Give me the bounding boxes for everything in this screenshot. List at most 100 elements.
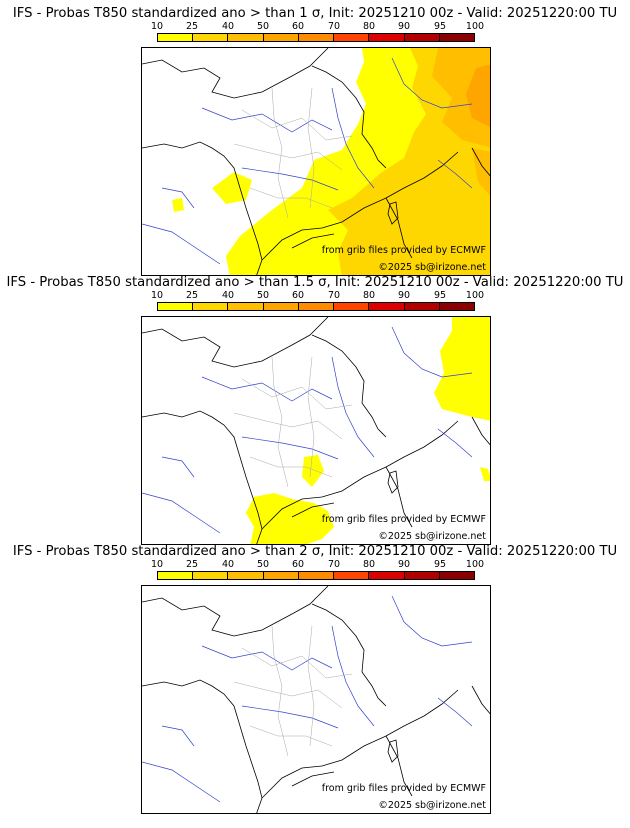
coastline (261, 689, 459, 799)
country-border (311, 65, 387, 169)
map-graphic (142, 586, 490, 813)
legend-label: 95 (433, 290, 447, 301)
legend-labels: 10 25 40 50 60 70 80 90 95 100 (0, 560, 630, 570)
legend-label: 80 (362, 559, 376, 570)
legend-color-segment (263, 303, 299, 310)
coastline (142, 586, 329, 637)
legend-color-segment (334, 572, 370, 579)
legend-color-segment (404, 572, 440, 579)
river (201, 376, 333, 402)
legend-label: 90 (397, 559, 411, 570)
legend-color-segment (158, 303, 194, 310)
legend-label: 80 (362, 21, 376, 32)
probability-map: from grib files provided by ECMWF ©2025 … (141, 47, 491, 276)
legend-label: 25 (185, 290, 199, 301)
region-boundary (233, 412, 343, 440)
coastline (471, 685, 490, 715)
region-boundary (241, 109, 353, 141)
legend-colorbar (157, 33, 475, 42)
coastline (142, 317, 329, 368)
region-boundary (271, 356, 289, 488)
legend-labels: 10 25 40 50 60 70 80 90 95 100 (0, 291, 630, 301)
river (201, 645, 333, 671)
region-boundary (307, 87, 315, 209)
coastline (142, 48, 329, 99)
probability-field-10 (212, 172, 252, 204)
region-boundary (241, 378, 353, 410)
credit-copyright: ©2025 sb@irizone.net (378, 531, 486, 542)
river (161, 725, 195, 747)
credit-source: from grib files provided by ECMWF (321, 245, 486, 256)
legend-color-segment (369, 303, 405, 310)
legend-label: 50 (256, 559, 270, 570)
country-border (291, 771, 335, 787)
coastline (142, 679, 263, 813)
country-border (291, 233, 335, 249)
legend-color-segment (158, 34, 194, 41)
river (437, 159, 473, 189)
legend-color-segment (404, 303, 440, 310)
river (391, 595, 473, 647)
river (241, 705, 339, 729)
river (437, 428, 473, 458)
river (331, 625, 375, 727)
legend-color-segment (404, 34, 440, 41)
region-boundary (307, 356, 315, 478)
legend-label: 40 (221, 21, 235, 32)
legend-color-segment (369, 572, 405, 579)
panel-3: IFS - Probas T850 standardized ano > tha… (0, 544, 630, 814)
coastline (471, 416, 490, 446)
legend-color-segment (439, 303, 474, 310)
probability-field-40 (472, 148, 490, 196)
legend-label: 60 (291, 21, 305, 32)
legend-color-segment (228, 572, 264, 579)
legend-colorbar (157, 302, 475, 311)
island-coastline (387, 201, 399, 225)
coastline (471, 147, 490, 177)
legend-label: 100 (465, 290, 485, 301)
legend-colorbar (157, 571, 475, 580)
island-coastline (387, 739, 399, 763)
legend-label: 100 (465, 21, 485, 32)
legend-label: 70 (327, 559, 341, 570)
river (201, 107, 333, 133)
probability-field-50 (466, 64, 490, 127)
river (142, 492, 221, 534)
legend-color-segment (193, 572, 229, 579)
credit-source: from grib files provided by ECMWF (321, 514, 486, 525)
region-boundary (249, 187, 333, 209)
river (331, 87, 375, 189)
legend-label: 40 (221, 559, 235, 570)
legend-color-segment (369, 34, 405, 41)
region-boundary (271, 87, 289, 219)
coastline (142, 410, 263, 544)
coastline (261, 151, 459, 261)
probability-field-10 (172, 198, 184, 212)
region-boundary (271, 625, 289, 757)
credit-copyright: ©2025 sb@irizone.net (378, 262, 486, 273)
river (391, 326, 473, 378)
river (391, 57, 473, 109)
legend-label: 10 (150, 21, 164, 32)
legend-color-segment (298, 572, 335, 579)
country-border (311, 334, 387, 438)
legend-color-segment (298, 34, 335, 41)
river (161, 187, 195, 209)
legend-color-segment (158, 572, 194, 579)
river (331, 356, 375, 458)
legend-color-segment (298, 303, 335, 310)
legend-color-segment (334, 303, 370, 310)
region-boundary (233, 681, 343, 709)
river (142, 223, 221, 265)
legend-color-segment (228, 34, 264, 41)
coastline (385, 197, 413, 259)
legend-color-segment (193, 303, 229, 310)
map-graphic (142, 48, 490, 275)
legend-label: 25 (185, 21, 199, 32)
probability-field-10 (434, 317, 490, 421)
credit-copyright: ©2025 sb@irizone.net (378, 800, 486, 811)
river (161, 456, 195, 478)
probability-field-10 (302, 455, 324, 487)
river (142, 761, 221, 803)
region-boundary (241, 647, 353, 679)
